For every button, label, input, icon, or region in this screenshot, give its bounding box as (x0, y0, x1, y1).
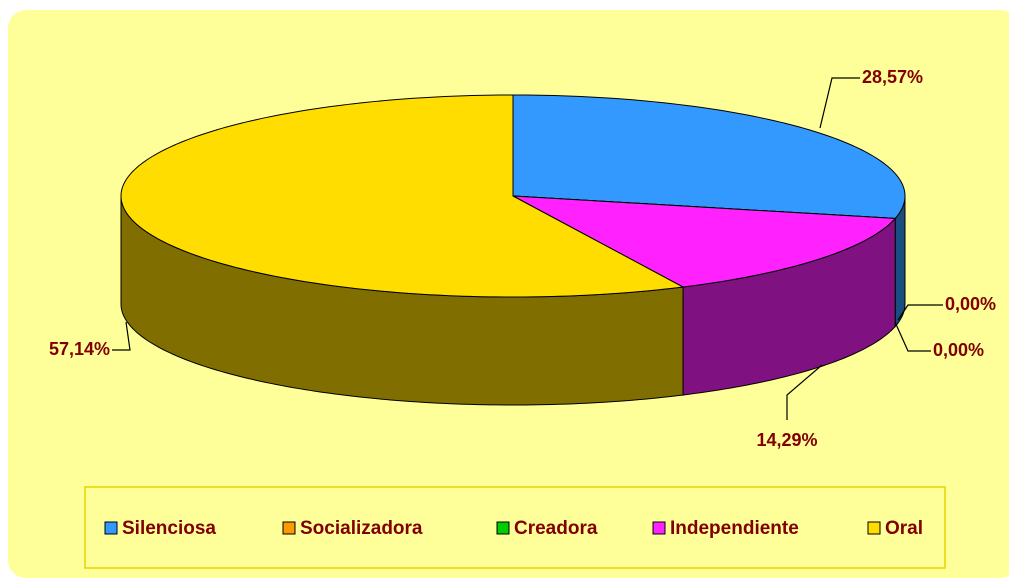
leader-line (894, 321, 931, 352)
legend-swatch (496, 521, 510, 535)
legend-label: Creadora (514, 518, 598, 539)
legend-label: Socializadora (300, 518, 423, 539)
slice (120, 94, 685, 298)
leader-line (819, 77, 860, 129)
legend-swatch (282, 521, 296, 535)
legend-label: Independiente (670, 518, 799, 539)
leader-line (786, 364, 823, 420)
data-label: 0,00% (945, 294, 996, 314)
legend-swatch (652, 521, 666, 535)
data-label: 57,14% (49, 339, 110, 359)
leader-line (112, 321, 131, 351)
legend-swatch (104, 521, 118, 535)
data-label: 28,57% (862, 67, 923, 87)
data-label: 0,00% (933, 340, 984, 360)
data-label: 14,29% (756, 430, 817, 450)
slice (512, 195, 897, 288)
leader-line (897, 304, 943, 321)
slice (512, 94, 906, 219)
legend-label: Silenciosa (122, 518, 216, 539)
legend-box (84, 486, 946, 569)
legend-swatch (867, 521, 881, 535)
legend-label: Oral (885, 518, 923, 539)
